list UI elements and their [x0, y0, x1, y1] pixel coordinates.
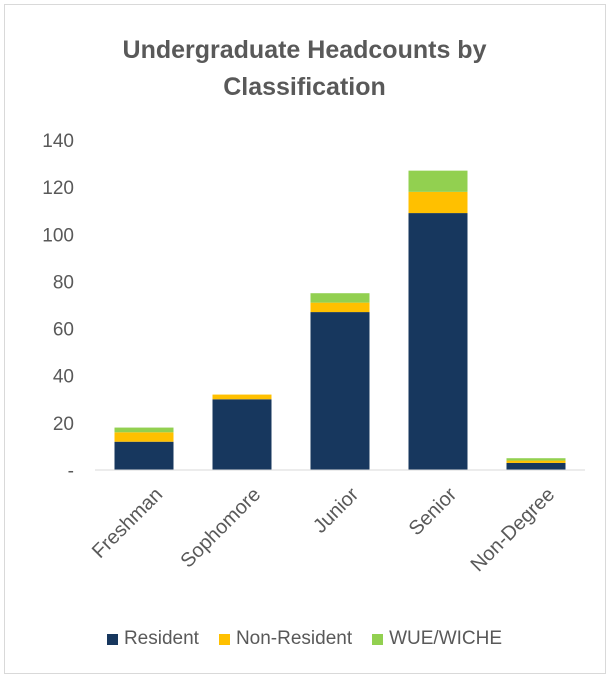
bars — [114, 170, 566, 471]
bar-senior-resident — [408, 213, 468, 471]
chart-frame — [4, 4, 606, 674]
legend-label-resident: Resident — [123, 628, 199, 649]
legend-item-non-resident: Non-Resident — [218, 628, 353, 650]
chart-title-line-2: Classification — [223, 73, 386, 101]
bar-freshman-wue-wiche — [114, 427, 174, 433]
bar-sophomore-non-resident — [212, 394, 272, 400]
legend-swatch-resident — [106, 633, 118, 645]
x-tick-label-freshman: Freshman — [88, 484, 167, 563]
chart-title: Undergraduate Headcounts by Classificati… — [0, 32, 609, 106]
bar-non-degree-resident — [506, 462, 566, 470]
y-axis: - 20 40 60 80 100 120 140 — [42, 131, 74, 482]
legend-swatch-non-resident — [218, 633, 230, 645]
legend-label-non-resident: Non-Resident — [235, 628, 353, 649]
y-tick-label: 60 — [53, 320, 74, 341]
x-axis: Freshman Sophomore Junior Senior Non-Degree — [88, 469, 585, 577]
legend-item-wue-wiche: WUE/WICHE — [372, 628, 502, 650]
x-tick-label-senior: Senior — [405, 483, 462, 540]
legend-item-resident: Resident — [106, 628, 199, 650]
x-tick-label-sophomore: Sophomore — [176, 484, 265, 573]
legend-label-wue-wiche: WUE/WICHE — [389, 628, 503, 649]
bar-freshman-non-resident — [114, 432, 174, 442]
bar-sophomore-resident — [212, 399, 272, 470]
y-tick-label: 40 — [53, 367, 74, 388]
y-tick-label: - — [68, 461, 74, 482]
bar-senior-non-resident — [408, 191, 468, 214]
bar-junior-resident — [310, 312, 370, 470]
y-tick-label: 20 — [53, 414, 74, 435]
y-tick-label: 100 — [42, 225, 74, 246]
x-tick-label-non-degree: Non-Degree — [467, 484, 560, 577]
legend-swatch-wue-wiche — [372, 633, 384, 645]
chart-title-line-1: Undergraduate Headcounts by — [122, 36, 487, 64]
bar-non-degree-non-resident — [506, 460, 566, 463]
bar-junior-wue-wiche — [310, 293, 370, 303]
bar-junior-non-resident — [310, 302, 370, 313]
x-tick-label-junior: Junior — [309, 483, 363, 537]
bar-non-degree-wue-wiche — [506, 458, 566, 461]
y-tick-label: 120 — [42, 178, 74, 199]
y-tick-label: 80 — [53, 272, 74, 293]
y-tick-label: 140 — [42, 131, 74, 152]
bar-senior-wue-wiche — [408, 170, 468, 192]
legend: Resident Non-Resident WUE/WICHE — [0, 628, 609, 650]
bar-freshman-resident — [114, 441, 174, 470]
